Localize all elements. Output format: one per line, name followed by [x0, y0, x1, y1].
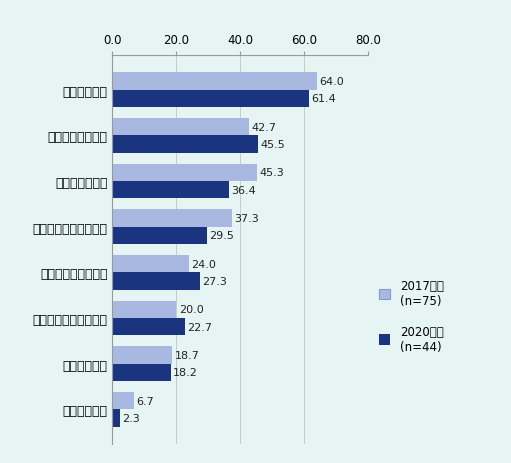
- Bar: [112, 210, 231, 227]
- Bar: [112, 392, 134, 409]
- Text: 45.3: 45.3: [260, 168, 285, 178]
- Text: 64.0: 64.0: [319, 77, 344, 87]
- Bar: [112, 347, 172, 364]
- Text: 18.2: 18.2: [173, 368, 198, 377]
- Text: 42.7: 42.7: [251, 123, 276, 132]
- Text: 24.0: 24.0: [192, 259, 217, 269]
- Bar: [112, 119, 249, 136]
- Text: 29.5: 29.5: [209, 231, 234, 241]
- Text: 18.7: 18.7: [175, 350, 200, 360]
- Bar: [112, 164, 257, 181]
- Text: 6.7: 6.7: [136, 396, 154, 406]
- Bar: [112, 301, 176, 319]
- Bar: [112, 91, 309, 108]
- Bar: [112, 273, 200, 290]
- Bar: [112, 319, 185, 336]
- Bar: [112, 73, 317, 91]
- Bar: [112, 364, 171, 381]
- Legend: 2017年度
(n=75), 2020年度
(n=44): 2017年度 (n=75), 2020年度 (n=44): [379, 279, 444, 353]
- Bar: [112, 181, 229, 199]
- Text: 45.5: 45.5: [260, 140, 285, 150]
- Text: 61.4: 61.4: [311, 94, 336, 104]
- Text: 37.3: 37.3: [234, 213, 259, 224]
- Text: 2.3: 2.3: [122, 413, 140, 423]
- Bar: [112, 256, 189, 273]
- Bar: [112, 136, 258, 153]
- Text: 27.3: 27.3: [202, 276, 227, 287]
- Bar: [112, 227, 206, 244]
- Bar: [112, 409, 120, 427]
- Text: 22.7: 22.7: [188, 322, 213, 332]
- Text: 36.4: 36.4: [231, 185, 256, 195]
- Text: 20.0: 20.0: [179, 305, 203, 315]
